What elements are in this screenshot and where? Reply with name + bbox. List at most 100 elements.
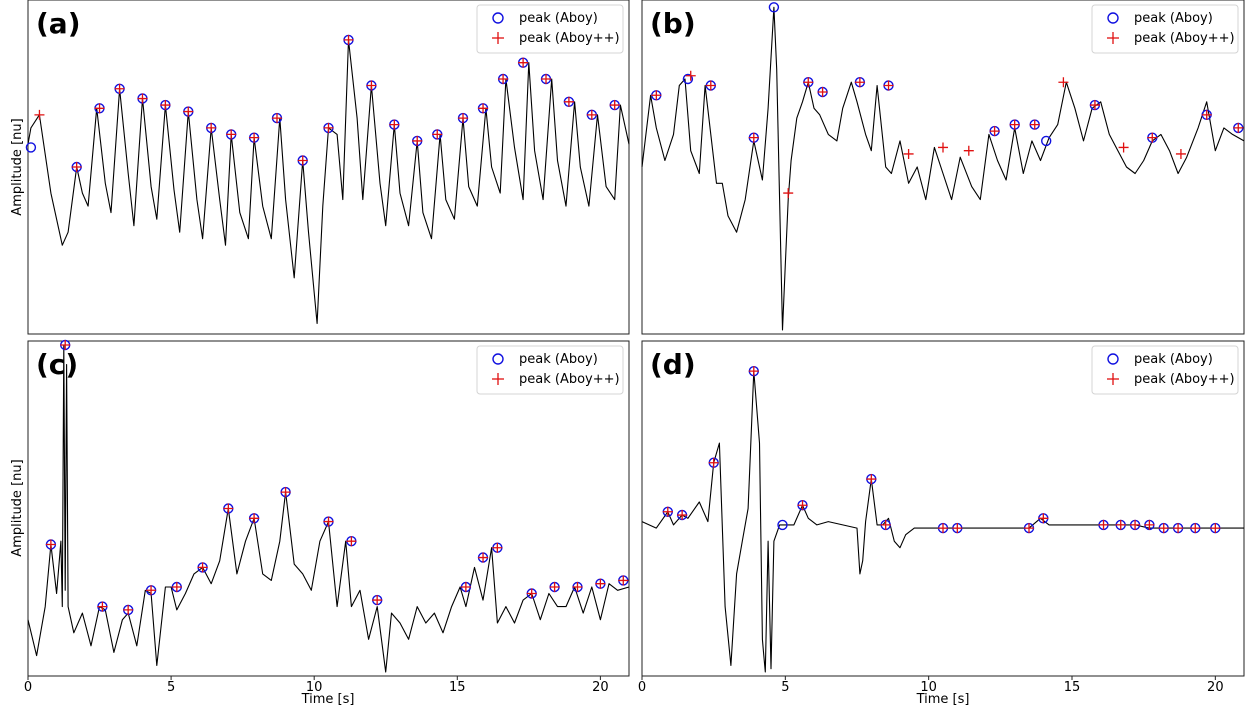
peak-aboypp-marker [366,80,377,91]
peak-aboypp-marker [412,135,423,146]
peak-aboypp-marker [249,132,260,143]
peak-aboy-marker [768,2,780,13]
panel-d-legend-aboypp: peak (Aboy++) [1134,372,1235,387]
peak-aboypp-marker [563,96,574,107]
panel-d-letter: (d) [650,348,696,381]
peak-aboypp-marker [94,103,105,114]
peak-aboy-marker [1040,135,1052,147]
peak-aboypp-marker [1158,523,1169,534]
peak-aboypp-marker [903,148,914,159]
peak-aboypp-marker [1089,100,1100,111]
peak-aboy-marker [25,142,37,153]
peak-aboypp-marker [1147,132,1158,143]
x-tick-label: 15 [449,680,466,695]
peak-aboypp-marker [817,87,828,98]
x-tick-label: 20 [1207,680,1224,695]
peak-aboypp-marker [1175,148,1186,159]
x-tick-label: 5 [781,680,789,695]
peak-aboypp-marker [1058,77,1069,88]
peak-aboypp-marker [478,103,489,114]
peak-aboypp-marker [498,73,509,84]
peak-aboypp-marker [432,129,443,140]
peak-aboypp-marker [460,581,471,592]
peak-aboypp-marker [866,474,877,485]
panel-a-plot [25,34,630,325]
peak-aboypp-marker [518,57,529,68]
peak-aboypp-marker [1098,519,1109,530]
peak-aboypp-marker [651,90,662,101]
peak-aboypp-marker [708,457,719,468]
panel-b-plot [641,2,1245,331]
peak-aboypp-marker [123,604,134,615]
peak-aboypp-marker [586,109,597,120]
peak-aboypp-marker [323,122,334,133]
peak-aboypp-marker [938,142,948,153]
peak-aboypp-marker [343,34,354,45]
x-tick-label: 15 [1064,680,1081,695]
x-tick-label: 0 [24,680,32,695]
legend-aboy-marker [1107,12,1119,24]
peak-aboypp-marker [609,100,620,111]
panel-c: (c) peak (Aboy) peak (Aboy++) Amplitude … [10,339,630,707]
peak-aboypp-marker [1144,519,1155,530]
peak-aboypp-marker [71,162,82,172]
signal-line [641,370,1244,673]
peak-aboypp-marker [783,188,794,199]
panel-a-frame [27,0,630,335]
panel-c-legend: peak (Aboy) peak (Aboy++) [476,345,624,395]
peak-aboypp-marker [797,500,808,511]
legend-aboy-marker [492,353,504,365]
panel-b: (b) peak (Aboy) peak (Aboy++) [641,0,1245,335]
peak-aboypp-marker [389,119,400,130]
peak-aboypp-marker [223,503,234,514]
peak-aboypp-marker [595,578,606,589]
peak-aboypp-marker [549,581,560,592]
legend-aboy-marker [492,12,504,24]
peak-aboypp-marker [297,155,308,166]
peak-aboypp-marker [1118,142,1129,153]
x-tick-label: 10 [306,680,323,695]
panel-a: (a) peak (Aboy) peak (Aboy++) Amplitude … [10,0,630,335]
panel-b-legend: peak (Aboy) peak (Aboy++) [1091,4,1239,54]
panel-d-frame [641,340,1245,677]
peak-aboypp-marker [1024,523,1034,534]
peak-aboy-marker [777,519,788,531]
peak-aboypp-marker [1038,513,1049,524]
panel-d-legend-box [1091,345,1239,395]
peak-aboypp-marker [271,113,282,124]
peak-aboypp-marker [938,523,948,534]
peak-aboypp-marker [541,73,552,84]
peak-aboypp-marker [1210,523,1221,534]
peak-aboypp-marker [478,552,489,563]
peak-aboypp-marker [34,109,45,120]
peak-aboypp-marker [677,510,688,521]
peak-aboypp-marker [854,77,865,88]
peak-aboypp-marker [346,536,357,547]
panel-c-legend-box [476,345,624,395]
peak-aboypp-marker [1130,519,1141,530]
peak-aboypp-marker [662,506,673,517]
peak-aboypp-marker [323,516,334,527]
panel-c-plot [27,339,630,673]
peak-aboypp-marker [1233,122,1244,133]
panel-a-ylabel: Amplitude [nu] [10,118,25,215]
peak-aboypp-marker [989,126,1000,137]
panel-c-legend-aboypp: peak (Aboy++) [519,372,620,387]
peak-aboypp-marker [372,595,383,606]
peak-aboy-marker [682,73,694,85]
peak-aboypp-marker [97,601,108,612]
panel-d: (d) peak (Aboy) peak (Aboy++) Time [s] 0… [638,340,1245,707]
panel-a-legend-aboypp: peak (Aboy++) [519,31,620,46]
peak-aboypp-marker [492,542,503,553]
peak-aboypp-marker [572,581,583,592]
legend-aboy-marker [1107,353,1119,365]
panel-c-xlabel: Time [s] [301,692,355,707]
peak-aboypp-marker [685,70,696,81]
peak-aboypp-marker [137,93,148,104]
panel-b-frame [641,0,1245,335]
peak-aboypp-marker [963,145,974,156]
peak-aboypp-marker [748,132,759,143]
panel-c-letter: (c) [36,348,78,381]
panel-d-x-ticks: 0 5 10 15 20 [638,676,1224,695]
